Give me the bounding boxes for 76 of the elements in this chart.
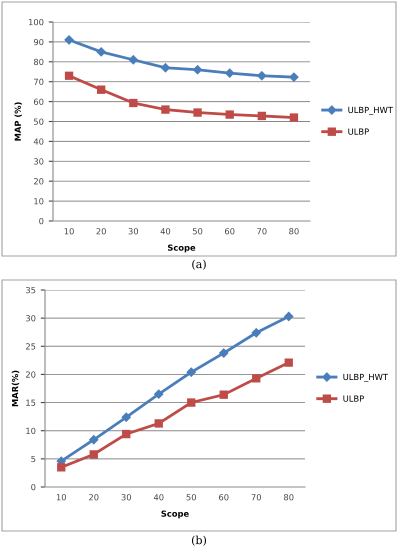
point: [225, 68, 234, 78]
y-tick-label: 0: [39, 218, 44, 224]
x-tick-label: 20: [89, 494, 98, 500]
x-axis-title: Scope: [161, 510, 189, 518]
point: [284, 312, 294, 322]
point: [219, 348, 228, 358]
point: [128, 55, 138, 64]
y-axis-title: MAR(%): [12, 370, 20, 406]
y-axis-title: MAP (%): [14, 102, 22, 141]
y-tick-label: 10: [26, 428, 36, 434]
point: [122, 430, 130, 438]
x-tick-label: 40: [154, 494, 164, 500]
x-tick-label: 10: [56, 494, 66, 500]
x-tick-label: 60: [219, 494, 228, 500]
point: [220, 390, 228, 399]
x-tick-label: 10: [64, 228, 74, 234]
point: [160, 63, 170, 72]
point: [226, 110, 234, 119]
point: [284, 358, 293, 367]
y-tick-label: 15: [26, 400, 36, 406]
x-tick-label: 30: [128, 228, 138, 234]
y-tick-label: 70: [34, 78, 44, 85]
y-tick-label: 90: [34, 38, 44, 46]
point: [252, 374, 260, 383]
text: (b): [192, 536, 206, 546]
point: [96, 47, 106, 56]
point: [89, 435, 98, 444]
y-tick-label: 50: [34, 118, 44, 125]
x-tick-label: 70: [252, 494, 261, 500]
y-tick-label: 60: [34, 98, 44, 105]
y-tick-label: 20: [26, 371, 36, 378]
point: [57, 463, 66, 472]
y-tick-label: 25: [26, 343, 36, 350]
point: [129, 98, 138, 108]
y-tick-label: 10: [34, 198, 44, 204]
legend-label: ULBP: [348, 128, 369, 135]
text: (a): [192, 260, 206, 270]
point: [193, 108, 202, 117]
point: [257, 71, 266, 80]
point: [64, 72, 74, 80]
point: [161, 105, 170, 114]
y-tick-label: 40: [34, 138, 44, 145]
y-tick-label: 100: [28, 18, 44, 26]
point: [154, 419, 163, 428]
point: [186, 368, 196, 377]
x-tick-label: 70: [257, 228, 267, 234]
x-tick-label: 80: [284, 494, 294, 500]
legend-label: ULBP_HWT: [343, 374, 388, 382]
x-axis-title: Scope: [168, 244, 196, 252]
legend-label: ULBP_HWT: [348, 106, 393, 115]
y-tick-label: 30: [26, 315, 36, 322]
x-tick-label: 50: [186, 494, 196, 500]
point: [64, 35, 74, 45]
point: [90, 450, 98, 459]
x-tick-label: 80: [289, 228, 299, 234]
x-tick-label: 60: [224, 228, 234, 234]
point: [192, 65, 202, 74]
x-tick-label: 20: [96, 228, 106, 234]
point: [154, 390, 164, 399]
x-tick-label: 30: [122, 494, 131, 500]
point: [289, 72, 299, 82]
y-tick-label: 35: [26, 286, 36, 294]
point: [252, 328, 261, 338]
y-tick-label: 30: [34, 158, 44, 165]
point: [290, 113, 298, 122]
point: [97, 85, 106, 94]
point: [258, 112, 266, 120]
point: [187, 398, 196, 407]
y-tick-label: 5: [31, 456, 36, 462]
legend-label: ULBP: [343, 396, 364, 402]
y-tick-label: 20: [34, 178, 44, 184]
x-tick-label: 50: [192, 228, 202, 234]
y-tick-label: 0: [31, 484, 36, 490]
x-tick-label: 40: [160, 228, 170, 234]
point: [122, 412, 131, 422]
y-tick-label: 80: [34, 58, 44, 66]
